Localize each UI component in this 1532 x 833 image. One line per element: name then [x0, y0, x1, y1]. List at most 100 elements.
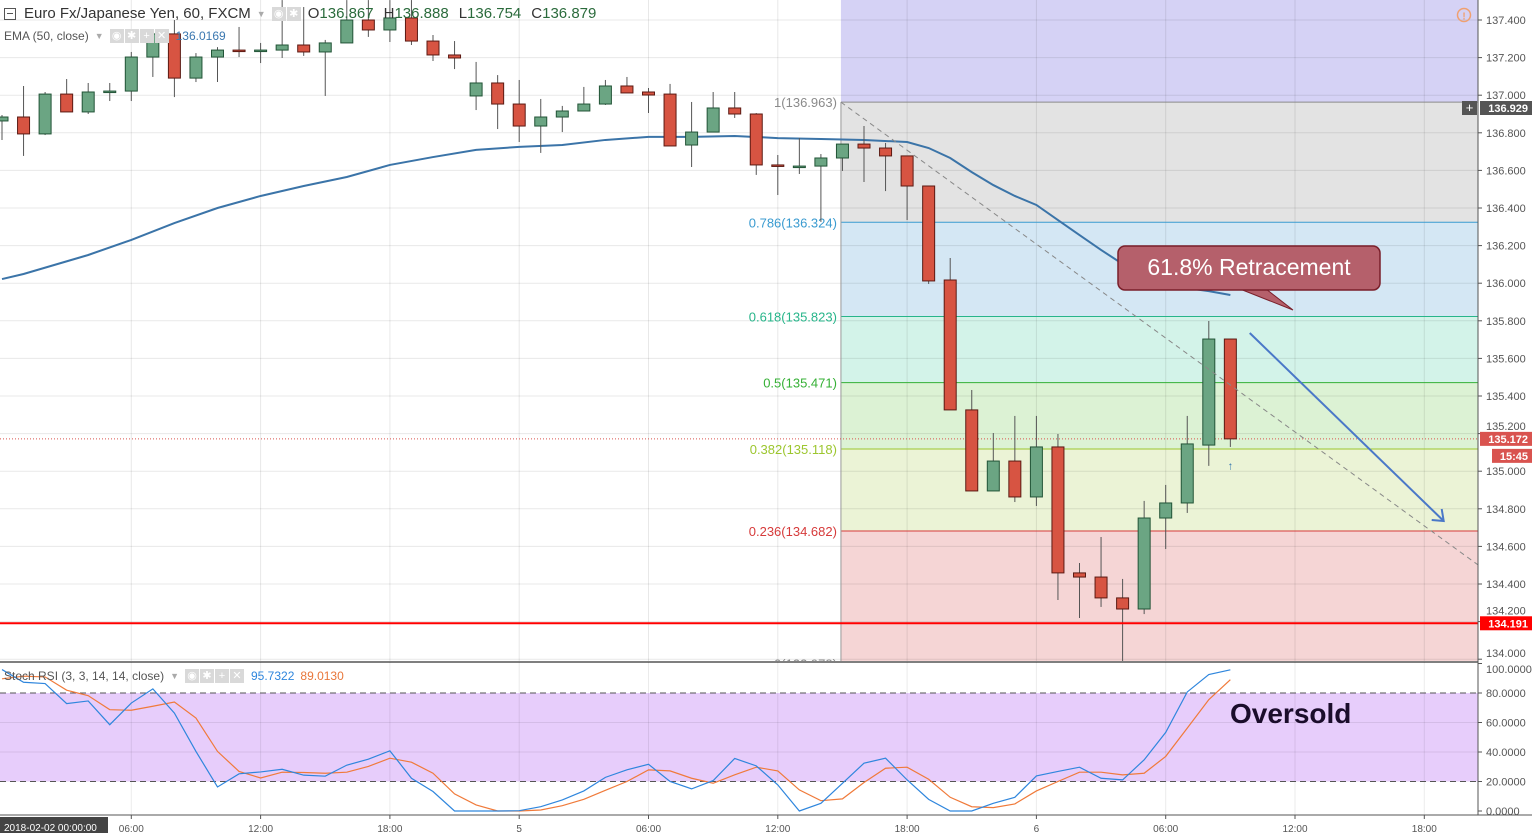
low-value: 136.754 [467, 5, 522, 22]
candle[interactable] [922, 185, 936, 284]
candle[interactable] [469, 61, 483, 111]
candle[interactable] [1094, 537, 1108, 607]
candle[interactable] [620, 76, 634, 94]
candle[interactable] [254, 42, 268, 64]
candle[interactable] [211, 47, 224, 83]
candle[interactable] [297, 7, 311, 56]
time-tick-label: 18:00 [377, 824, 402, 833]
candle[interactable] [857, 126, 871, 183]
time-axis[interactable] [0, 815, 1532, 833]
close-icon[interactable]: ✕ [154, 29, 169, 43]
candle[interactable] [167, 20, 181, 98]
plus-icon[interactable]: + [215, 669, 229, 683]
eye-icon[interactable]: ◉ [271, 6, 286, 21]
candle-body [1202, 338, 1216, 446]
candle[interactable] [103, 82, 117, 102]
oversold-label: Oversold [1230, 698, 1351, 729]
plus-icon[interactable]: + [139, 29, 154, 43]
candle[interactable] [81, 82, 95, 114]
candle[interactable] [340, 0, 354, 44]
candle[interactable] [1073, 562, 1086, 619]
candle[interactable] [943, 258, 957, 411]
price-tick-label: 135.200 [1486, 421, 1526, 433]
stoch-d-line[interactable] [1, 675, 1231, 812]
candle[interactable] [1008, 415, 1022, 503]
crosshair-plus-button[interactable] [1462, 101, 1477, 115]
candle-body [103, 90, 117, 94]
candle-body [189, 56, 203, 79]
candle[interactable] [749, 113, 763, 175]
candle[interactable] [1159, 484, 1173, 550]
candle[interactable] [512, 79, 526, 143]
candle[interactable] [232, 26, 246, 58]
ema-label[interactable]: EMA (50, close) [4, 29, 89, 43]
gear-icon[interactable]: ✱ [286, 6, 301, 21]
candle[interactable] [771, 154, 785, 196]
ema-line[interactable] [1, 134, 1231, 297]
candle[interactable] [38, 92, 52, 136]
candle[interactable] [663, 83, 677, 147]
arrow-down-icon[interactable] [1249, 332, 1445, 523]
candle[interactable] [17, 85, 31, 156]
candle-body [232, 49, 246, 53]
eye-icon[interactable]: ◉ [109, 29, 124, 43]
gear-icon[interactable]: ✱ [124, 29, 139, 43]
stoch-k-line[interactable] [1, 669, 1231, 812]
close-icon[interactable]: ✕ [230, 669, 244, 683]
candle[interactable] [60, 79, 74, 113]
candle[interactable] [642, 88, 655, 114]
chevron-down-icon[interactable]: ▼ [94, 31, 104, 41]
candle-body [685, 131, 699, 146]
price-axis[interactable] [1478, 0, 1532, 815]
candle[interactable] [835, 143, 849, 171]
candle[interactable] [685, 101, 699, 168]
candle[interactable] [1051, 433, 1065, 600]
candle[interactable] [361, 0, 375, 37]
candle[interactable] [124, 51, 138, 102]
candle[interactable] [900, 155, 914, 221]
eye-icon[interactable]: ◉ [185, 669, 199, 683]
candle[interactable] [792, 138, 806, 174]
candle[interactable] [986, 433, 1000, 492]
candle[interactable] [965, 389, 979, 492]
candle[interactable] [706, 92, 720, 133]
alert-circle-icon[interactable]: ! [1456, 7, 1472, 23]
candle-body [1029, 446, 1043, 498]
candle-body [857, 143, 871, 149]
candle[interactable] [1223, 338, 1237, 447]
candle[interactable] [879, 142, 893, 192]
candle[interactable] [448, 41, 462, 70]
chevron-down-icon[interactable]: ▼ [256, 8, 266, 19]
candle-body [814, 157, 828, 167]
candle[interactable] [728, 92, 742, 118]
callout-text: 61.8% Retracement [1147, 254, 1351, 280]
retracement-callout[interactable]: 61.8% Retracement [1117, 245, 1381, 311]
candle[interactable] [491, 75, 505, 130]
collapse-icon[interactable] [4, 7, 16, 20]
candle[interactable] [814, 154, 828, 222]
candle[interactable] [1029, 415, 1043, 506]
candle[interactable] [534, 98, 548, 153]
candle[interactable] [1116, 578, 1130, 663]
candle[interactable] [189, 53, 203, 83]
chevron-down-icon[interactable]: ▼ [170, 671, 179, 681]
candle-body [426, 40, 440, 56]
candle[interactable] [555, 105, 569, 133]
candle[interactable] [1202, 320, 1216, 466]
time-tick-label: 6 [1034, 824, 1040, 833]
gear-icon[interactable]: ✱ [200, 669, 214, 683]
candle[interactable] [1180, 415, 1194, 513]
main-pane[interactable]: 1(136.963) 0.786(136.324) 0.618(135.823) 0.… [0, 0, 1478, 671]
candle[interactable] [404, 0, 418, 46]
stoch-label[interactable]: Stoch RSI (3, 3, 14, 14, close) [4, 669, 165, 683]
candle[interactable] [318, 39, 332, 96]
candle[interactable] [0, 114, 9, 140]
candle[interactable] [598, 79, 612, 105]
candle[interactable] [426, 35, 440, 61]
candle[interactable] [577, 86, 591, 112]
time-tick-label: 06:00 [1153, 824, 1178, 833]
candle[interactable] [1137, 500, 1151, 615]
candle[interactable] [383, 0, 397, 42]
candle-body [81, 91, 95, 113]
